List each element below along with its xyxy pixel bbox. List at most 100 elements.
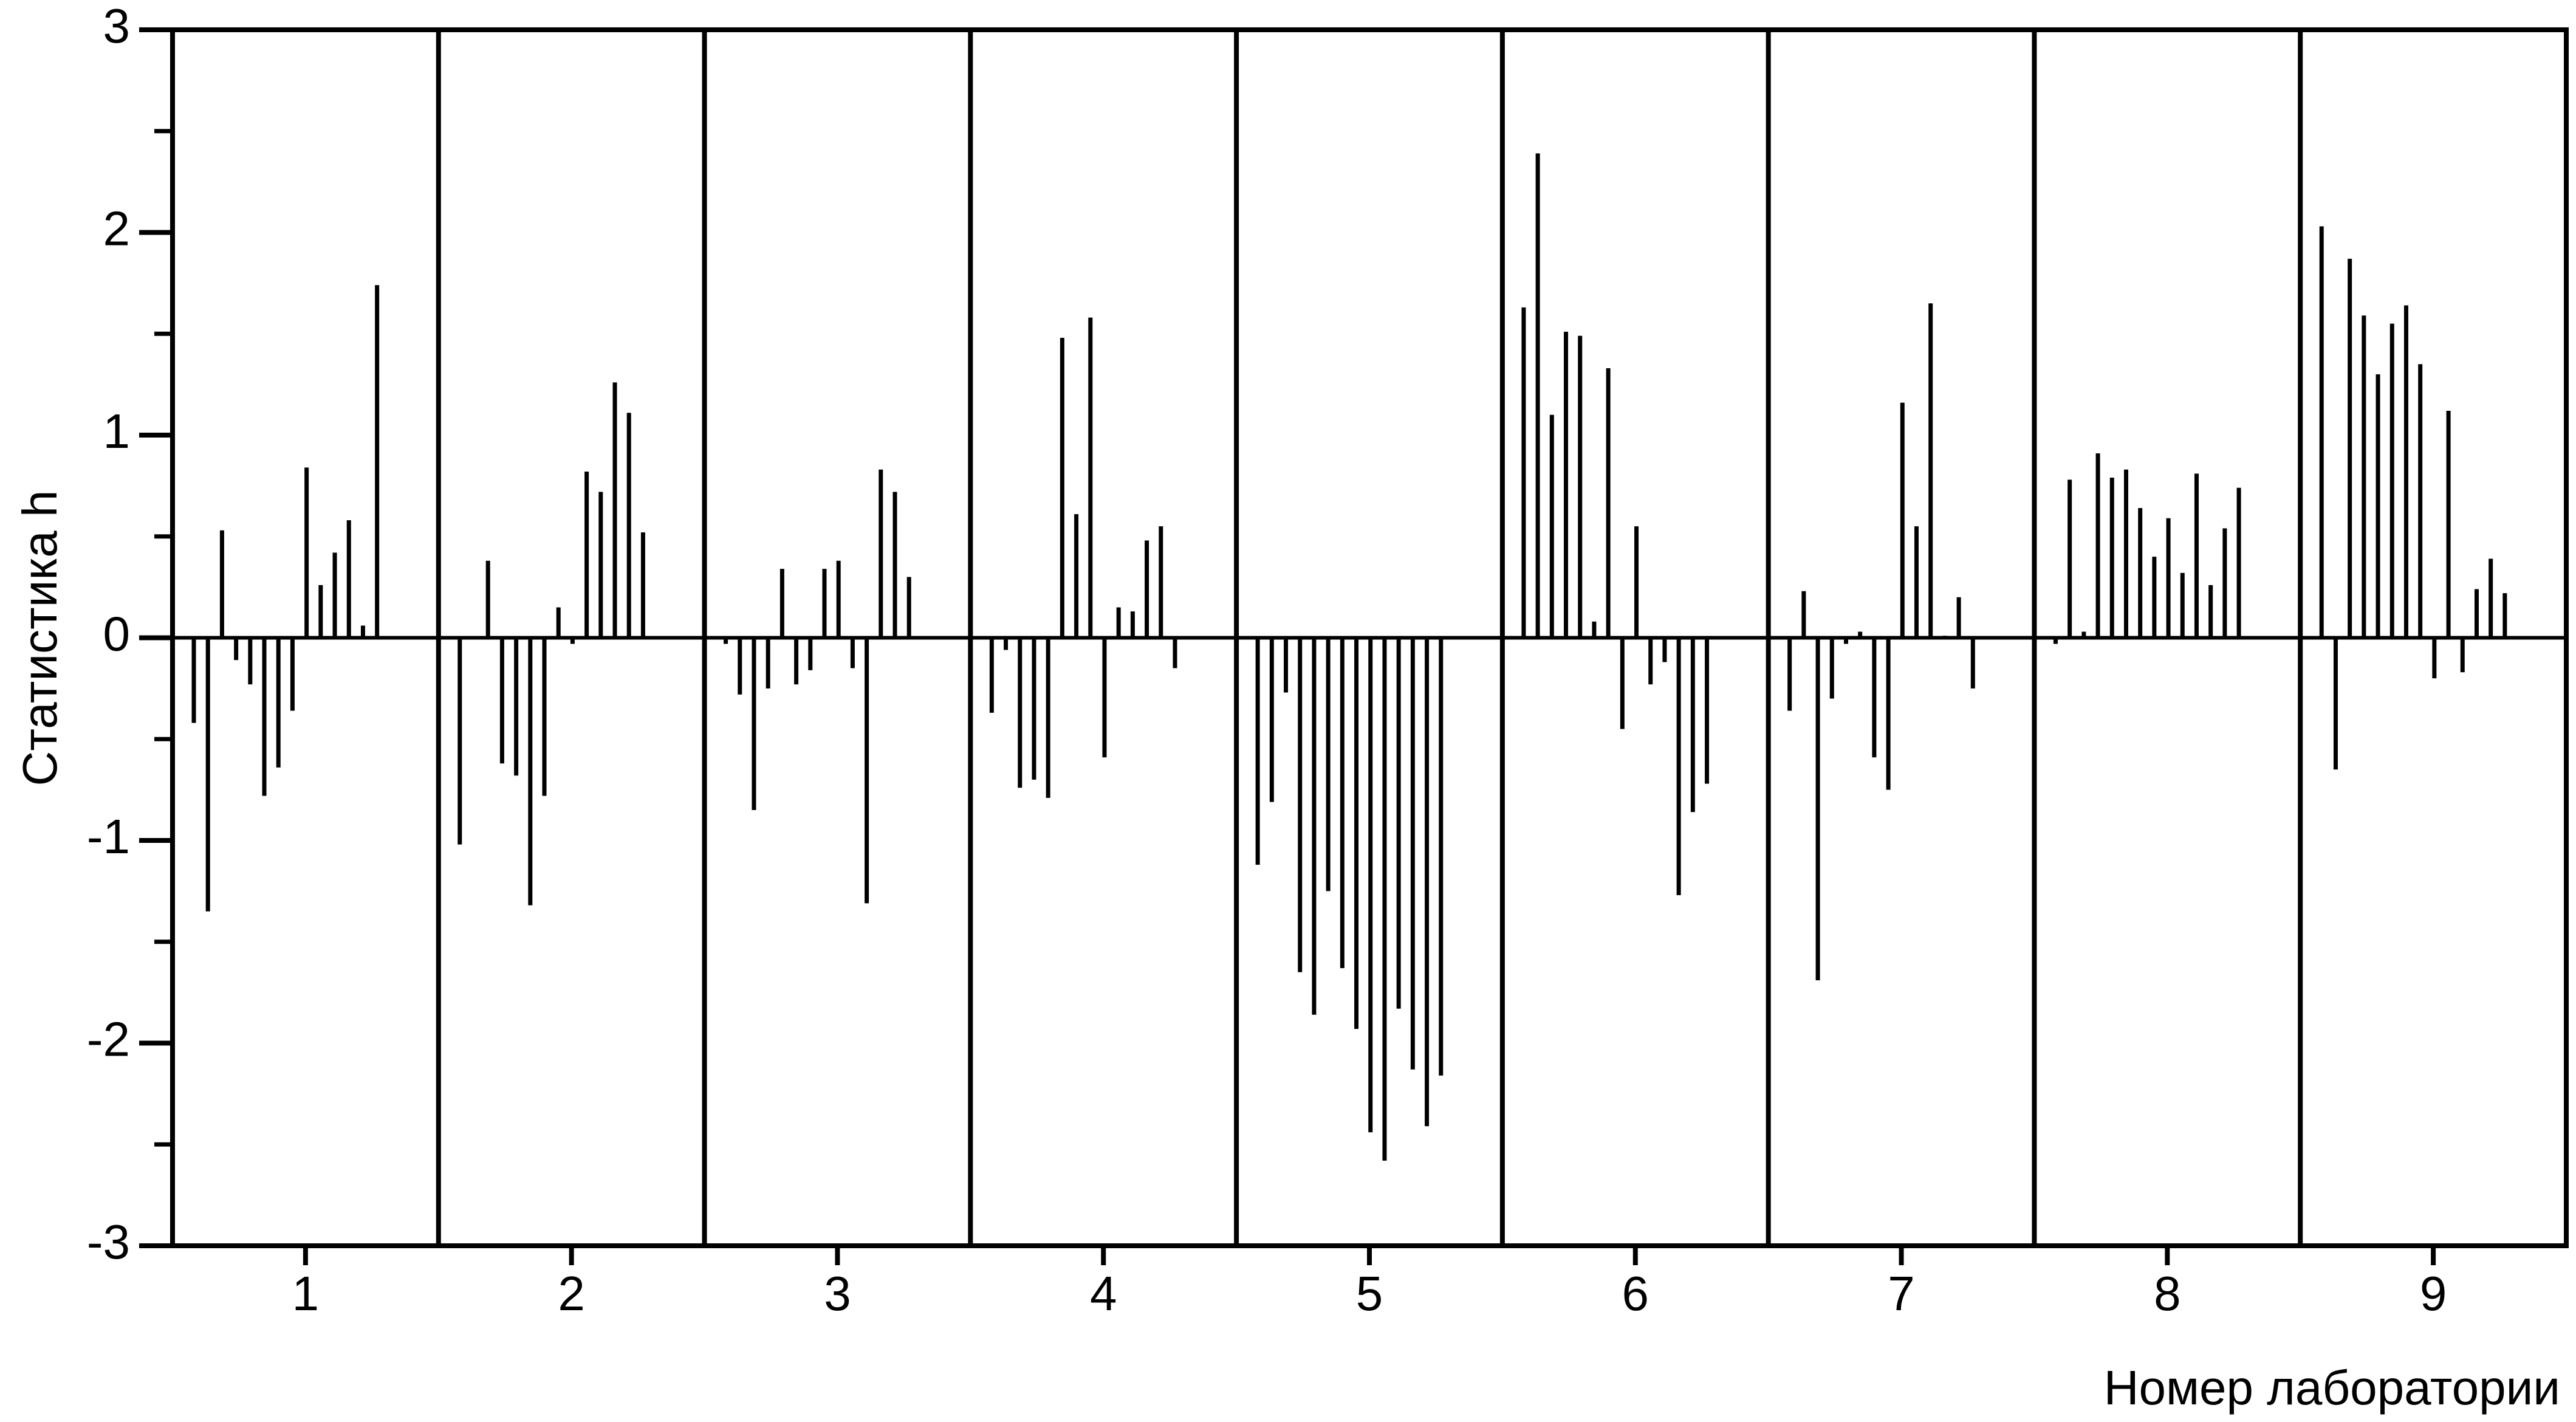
x-tick-label: 6 bbox=[1622, 1266, 1649, 1321]
bar bbox=[219, 530, 224, 638]
bar bbox=[234, 637, 239, 661]
bar bbox=[1396, 637, 1401, 1009]
bar bbox=[248, 637, 253, 685]
bar bbox=[2081, 631, 2086, 638]
bar bbox=[2123, 469, 2128, 638]
y-axis-label: Статистика h bbox=[13, 490, 67, 786]
bar bbox=[2418, 364, 2423, 638]
bar bbox=[1648, 637, 1653, 685]
y-tick-label: -1 bbox=[87, 809, 130, 864]
bar bbox=[1159, 526, 1163, 638]
bar bbox=[2502, 593, 2507, 638]
bar bbox=[1088, 317, 1093, 638]
bar bbox=[1060, 337, 1064, 638]
plot-frame bbox=[170, 27, 2569, 1248]
bar bbox=[1829, 637, 1834, 699]
bar bbox=[2389, 323, 2394, 638]
bar bbox=[1284, 637, 1289, 693]
bar bbox=[1255, 637, 1260, 865]
bar bbox=[738, 637, 742, 695]
bar bbox=[1354, 637, 1359, 1029]
bar bbox=[2194, 473, 2199, 638]
bar bbox=[1116, 607, 1121, 638]
bar bbox=[1018, 637, 1023, 788]
bar bbox=[2053, 637, 2058, 644]
bar bbox=[2095, 453, 2100, 638]
bar bbox=[1690, 637, 1695, 812]
bar bbox=[724, 637, 728, 644]
bar bbox=[584, 472, 589, 638]
bar bbox=[2222, 528, 2227, 638]
bar bbox=[2460, 637, 2465, 673]
bar bbox=[612, 382, 617, 638]
x-tick-label: 8 bbox=[2154, 1266, 2181, 1321]
bar bbox=[346, 520, 351, 638]
x-tick-label: 4 bbox=[1090, 1266, 1117, 1321]
bar bbox=[1173, 637, 1177, 668]
bar bbox=[2067, 479, 2072, 638]
bar bbox=[276, 637, 281, 768]
bar bbox=[2152, 557, 2157, 638]
y-tick-label: 0 bbox=[103, 607, 131, 661]
x-tick-label: 9 bbox=[2420, 1266, 2447, 1321]
bar bbox=[1676, 637, 1681, 896]
bar bbox=[1312, 637, 1317, 1015]
bar bbox=[1705, 637, 1710, 784]
bar bbox=[865, 637, 869, 904]
x-axis-label: Номер лаборатории bbox=[2104, 1361, 2560, 1415]
bar bbox=[2333, 637, 2338, 770]
bar bbox=[1549, 414, 1554, 638]
bar bbox=[1843, 637, 1848, 644]
bar bbox=[752, 637, 756, 810]
bar bbox=[1956, 597, 1961, 638]
bar bbox=[1787, 637, 1792, 711]
bar bbox=[2236, 487, 2241, 638]
bar bbox=[779, 569, 784, 638]
bar bbox=[542, 637, 547, 796]
bar bbox=[2166, 518, 2171, 638]
y-tick-label: 1 bbox=[103, 404, 131, 458]
bar bbox=[485, 560, 490, 638]
bar bbox=[2362, 315, 2366, 638]
bar bbox=[1914, 526, 1919, 638]
bar bbox=[1886, 637, 1891, 790]
bar bbox=[2180, 572, 2185, 638]
bar bbox=[2403, 305, 2408, 638]
bar bbox=[290, 637, 295, 711]
bar bbox=[626, 413, 631, 638]
bar bbox=[457, 637, 462, 845]
bar bbox=[205, 637, 210, 912]
bar bbox=[332, 552, 337, 638]
y-tick-label: -3 bbox=[87, 1215, 130, 1269]
bar bbox=[304, 467, 309, 638]
bar bbox=[1872, 637, 1877, 758]
bar bbox=[794, 637, 799, 685]
bar bbox=[1535, 153, 1540, 638]
y-tick-label: -2 bbox=[87, 1012, 130, 1066]
x-tick-label: 1 bbox=[292, 1266, 320, 1321]
bar bbox=[2489, 558, 2493, 638]
bar bbox=[1004, 637, 1009, 650]
bar bbox=[1801, 591, 1806, 638]
bar bbox=[1439, 637, 1444, 1076]
bar bbox=[1269, 637, 1274, 802]
bar bbox=[766, 637, 770, 689]
bar bbox=[360, 625, 365, 638]
bar bbox=[556, 607, 561, 638]
bar bbox=[2348, 258, 2352, 638]
bar bbox=[822, 569, 827, 638]
bar bbox=[1620, 637, 1625, 729]
bar bbox=[1578, 335, 1583, 638]
bar bbox=[2208, 585, 2213, 638]
x-tick-label: 7 bbox=[1888, 1266, 1915, 1321]
bar bbox=[1298, 637, 1303, 972]
bar bbox=[1521, 307, 1526, 638]
bar bbox=[318, 585, 323, 638]
bar bbox=[879, 469, 883, 638]
bar bbox=[2474, 589, 2479, 638]
bar bbox=[1032, 637, 1036, 780]
bar bbox=[1410, 637, 1415, 1070]
bar bbox=[892, 492, 897, 638]
bar bbox=[1074, 514, 1079, 638]
x-tick-label: 3 bbox=[824, 1266, 851, 1321]
